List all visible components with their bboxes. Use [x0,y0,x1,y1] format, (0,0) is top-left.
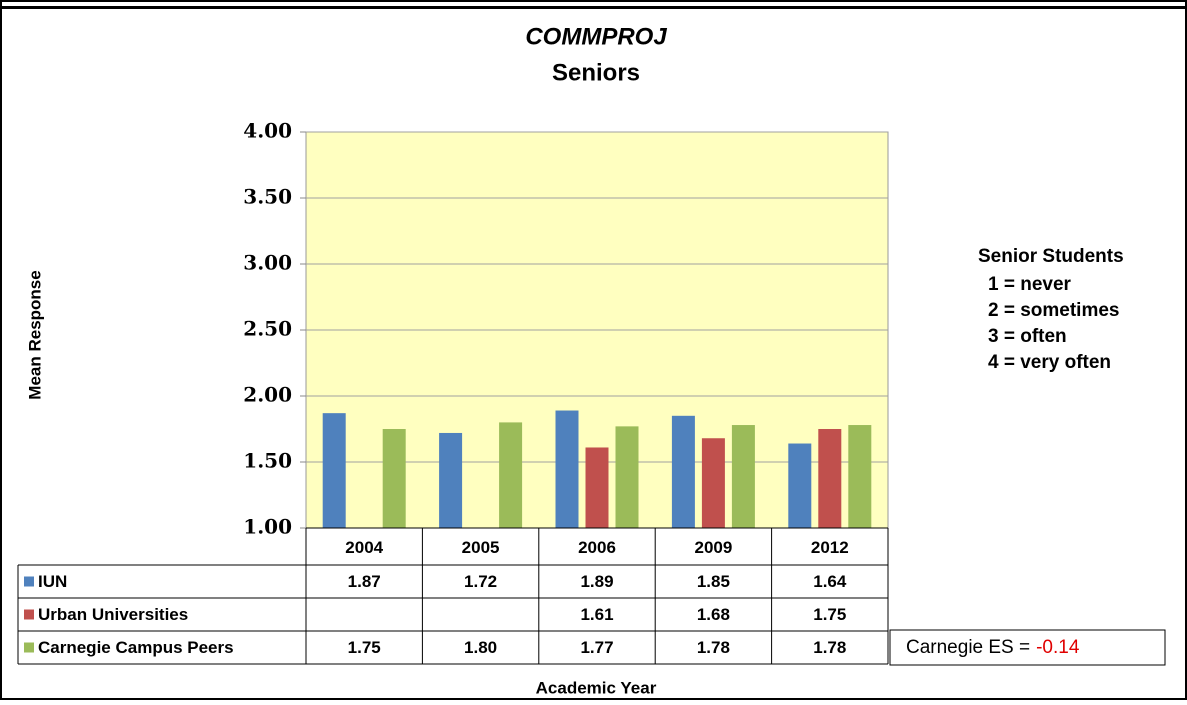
data-label: 1.85 [697,572,730,591]
data-label: 1.77 [580,638,613,657]
data-label: 1.87 [348,572,381,591]
data-label: 1.75 [348,638,381,657]
bar [818,429,842,528]
data-label: 1.80 [464,638,497,657]
y-tick-label: 2.00 [243,383,292,407]
data-label: 1.78 [697,638,730,657]
data-label: 1.64 [813,572,847,591]
bar [382,429,406,528]
es-label: Carnegie ES = [906,637,1030,658]
legend-swatch [24,576,34,587]
chart-subtitle: Seniors [552,59,640,86]
y-tick-label: 3.50 [243,185,292,209]
x-tick-label: 2006 [578,538,616,557]
data-label: 1.61 [580,605,613,624]
note-line: 3 = often [988,326,1067,347]
es-box [889,629,1166,666]
data-label: 1.75 [813,605,846,624]
note-line: 2 = sometimes [988,300,1120,321]
legend-swatch [24,642,34,653]
legend-label: Urban Universities [38,605,188,624]
frame [0,7,1187,700]
legend-swatch [24,609,34,620]
data-label: 1.78 [813,638,846,657]
top-strip [0,0,1187,8]
note-line: 4 = very often [988,352,1111,373]
es-value: -0.14 [1036,637,1080,658]
chart-title: COMMPROJ [525,23,667,50]
data-label: 1.89 [580,572,613,591]
data-label: 1.68 [697,605,730,624]
y-tick-label: 4.00 [243,119,292,143]
x-axis-label: Academic Year [536,678,657,697]
y-tick-label: 2.50 [243,317,292,341]
note-line: 1 = never [988,274,1072,295]
bar [848,425,872,528]
x-tick-label: 2012 [811,538,849,557]
bar [439,432,463,528]
y-tick-label: 1.00 [243,515,292,539]
legend-label: IUN [38,572,67,591]
es-text: Carnegie ES = -0.14 [906,637,1080,658]
y-tick-label: 1.50 [243,449,292,473]
bar [701,438,725,528]
y-axis-label: Mean Response [25,270,44,399]
bar [322,413,346,528]
bar [585,447,609,528]
bar [731,425,755,528]
legend-label: Carnegie Campus Peers [38,638,234,657]
x-tick-label: 2005 [462,538,500,557]
bar [671,415,695,528]
bar [615,426,639,528]
data-label: 1.72 [464,572,497,591]
x-tick-label: 2009 [694,538,732,557]
note-title: Senior Students [978,246,1124,267]
bar [499,422,523,528]
bar [788,443,812,528]
bar [555,410,579,528]
x-tick-label: 2004 [345,538,383,557]
y-tick-label: 3.00 [243,251,292,275]
